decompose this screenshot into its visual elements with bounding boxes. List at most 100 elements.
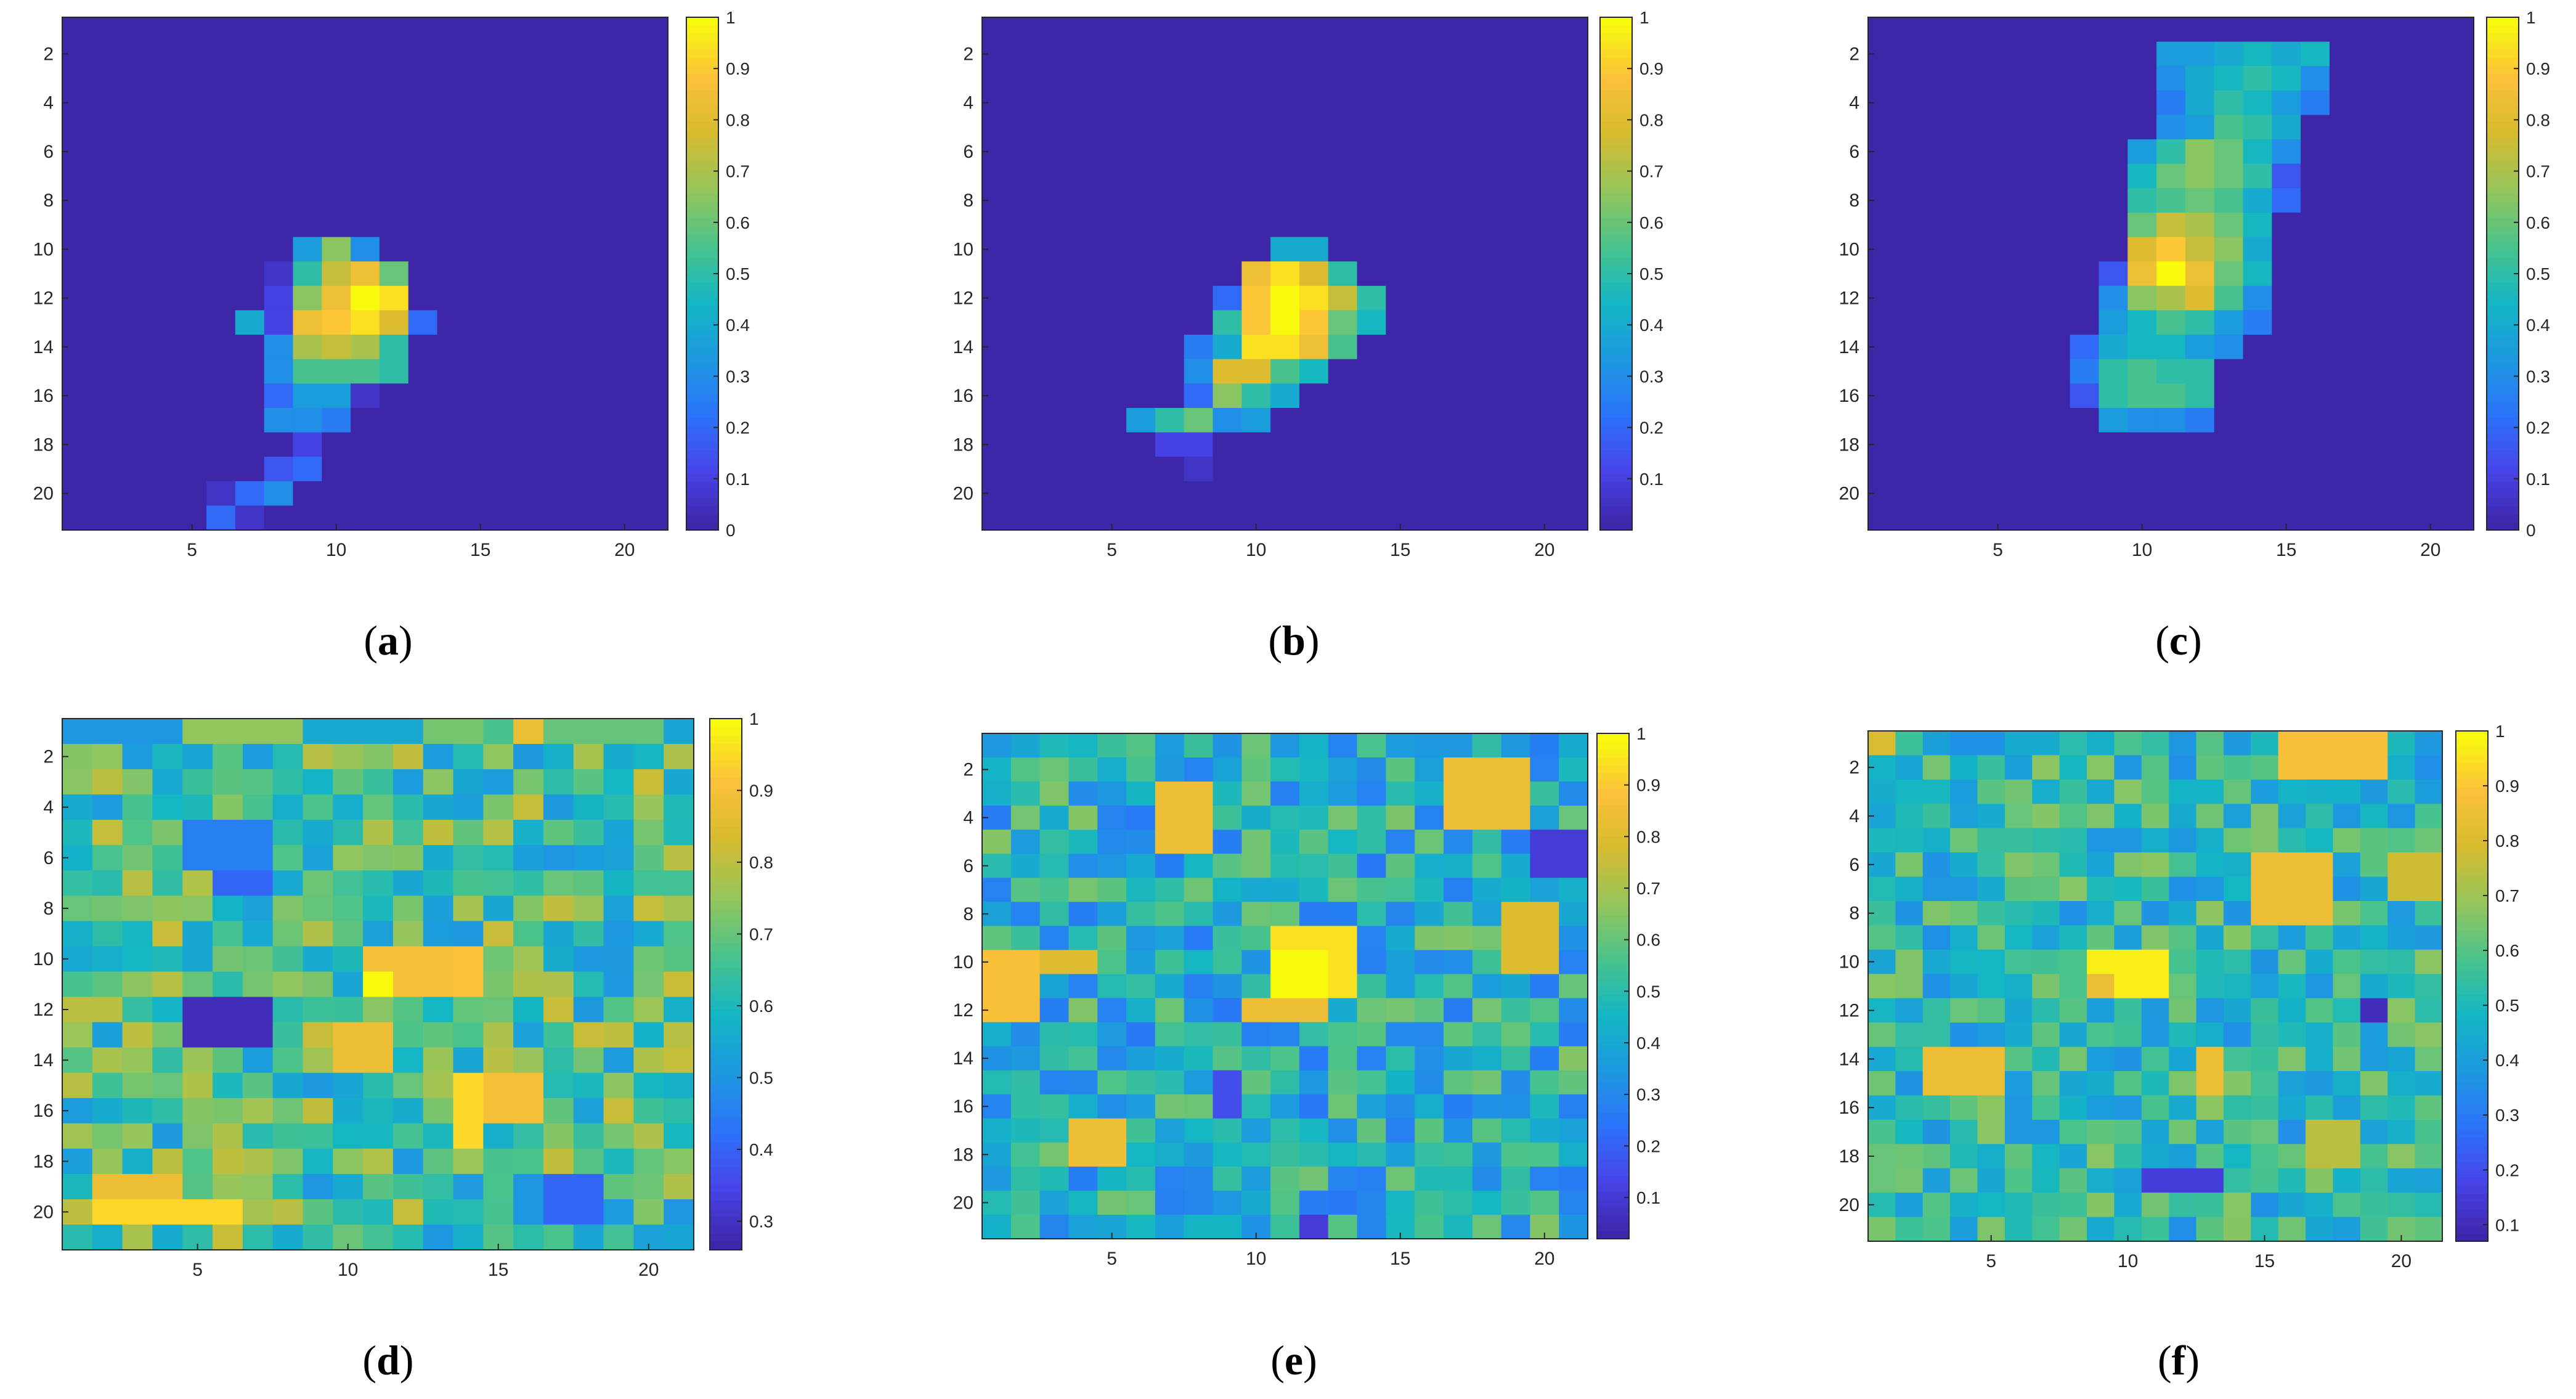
colorbar-segment xyxy=(2456,850,2488,859)
heatmap-cell xyxy=(1299,950,1329,975)
heatmap-cell xyxy=(293,335,322,360)
heatmap-cell xyxy=(1896,335,1927,360)
heatmap-cell xyxy=(2156,407,2186,433)
heatmap-cell xyxy=(603,1199,634,1225)
heatmap-cell xyxy=(982,212,1012,238)
heatmap-cell xyxy=(1097,41,1127,67)
heatmap-cell xyxy=(1213,1190,1242,1215)
heatmap-cell xyxy=(242,769,274,795)
heatmap-cell xyxy=(1357,806,1386,830)
heatmap-cell xyxy=(483,719,514,744)
heatmap-cell xyxy=(379,115,409,140)
heatmap-cell xyxy=(333,820,364,846)
heatmap-cell xyxy=(1270,733,1300,758)
colorbar-segment xyxy=(2456,826,2488,835)
heatmap-cell xyxy=(2070,188,2100,213)
heatmap-cell xyxy=(264,310,294,335)
heatmap-cell xyxy=(1039,383,1070,409)
heatmap-cell xyxy=(1126,481,1156,506)
heatmap-cell xyxy=(2301,188,2330,213)
heatmap-cell xyxy=(2156,285,2186,311)
axes-frame xyxy=(62,718,694,1250)
heatmap-cell xyxy=(1357,285,1386,311)
heatmap-cell xyxy=(603,820,634,846)
heatmap-cell xyxy=(2333,828,2361,853)
heatmap-cell xyxy=(1299,830,1329,854)
heatmap-cell xyxy=(2251,901,2279,926)
heatmap-cell xyxy=(2445,41,2474,67)
heatmap-cell xyxy=(1415,90,1444,116)
colorbar-segment xyxy=(1597,1104,1629,1113)
heatmap-cell xyxy=(1950,755,1978,780)
heatmap-cell xyxy=(1443,781,1473,806)
heatmap-cell xyxy=(1213,432,1242,457)
colorbar-segment xyxy=(686,97,718,106)
heatmap-cell xyxy=(466,261,495,287)
colorbar-segment xyxy=(1597,780,1629,789)
heatmap-cell xyxy=(1155,974,1185,999)
heatmap-cell xyxy=(1357,310,1386,335)
colorbar-tick-label: 0.1 xyxy=(726,470,750,489)
heatmap-cell xyxy=(2243,41,2272,67)
heatmap-cell xyxy=(235,383,265,409)
colorbar-segment xyxy=(686,322,718,330)
heatmap-cell xyxy=(2243,335,2272,360)
y-tick-label: 6 xyxy=(1849,142,1859,162)
heatmap-cell xyxy=(581,335,611,360)
heatmap-cell xyxy=(62,870,93,896)
heatmap-cell xyxy=(1472,457,1502,482)
heatmap-cell xyxy=(603,769,634,795)
heatmap-cell xyxy=(1922,901,1951,926)
heatmap-cell xyxy=(1501,1022,1530,1047)
heatmap-cell xyxy=(1270,41,1300,67)
heatmap-cell xyxy=(1868,974,1896,999)
heatmap-cell xyxy=(1097,359,1127,384)
heatmap-cell xyxy=(437,432,466,457)
heatmap-cell xyxy=(543,1098,574,1124)
heatmap-cell xyxy=(552,139,582,165)
heatmap-cell xyxy=(2185,481,2215,506)
heatmap-cell xyxy=(148,261,178,287)
colorbar-tick-label: 1 xyxy=(1636,724,1646,743)
heatmap-cell xyxy=(1559,1070,1588,1095)
heatmap-cell xyxy=(322,432,351,457)
heatmap-cell xyxy=(1328,1118,1358,1143)
heatmap-cell xyxy=(982,66,1012,91)
heatmap-cell xyxy=(2306,1046,2334,1072)
heatmap-cell xyxy=(483,1047,514,1074)
heatmap-cell xyxy=(2329,335,2359,360)
heatmap-cell xyxy=(573,1199,604,1225)
heatmap-cell xyxy=(1472,285,1502,311)
heatmap-cell xyxy=(483,794,514,820)
heatmap-cell xyxy=(152,1173,183,1200)
heatmap-cell xyxy=(523,457,553,482)
heatmap-cell xyxy=(1299,1118,1329,1143)
heatmap-cell xyxy=(1472,1094,1502,1119)
heatmap-cell xyxy=(495,41,524,67)
heatmap-cell xyxy=(2272,335,2301,360)
heatmap-cell xyxy=(1954,188,1984,213)
colorbar-tick-label: 0.4 xyxy=(726,316,750,335)
heatmap-cell xyxy=(2059,1071,2087,1096)
heatmap-cell xyxy=(1472,1166,1502,1191)
heatmap-cell xyxy=(1039,505,1070,531)
heatmap-cell xyxy=(2059,755,2087,780)
y-tick-label: 20 xyxy=(1839,1195,1859,1215)
colorbar-segment xyxy=(1600,418,1632,426)
heatmap-cell xyxy=(639,115,668,140)
colorbar-tick-label: 0.8 xyxy=(1636,827,1660,846)
heatmap-cell xyxy=(1126,407,1156,433)
colorbar-segment xyxy=(710,959,742,968)
heatmap-cell xyxy=(1443,41,1473,67)
heatmap-cell xyxy=(2278,1193,2306,1218)
heatmap-cell xyxy=(2333,901,2361,926)
heatmap-cell xyxy=(1328,1166,1358,1191)
heatmap-cell xyxy=(1010,902,1041,926)
heatmap-cell xyxy=(610,481,640,506)
heatmap-cell xyxy=(264,285,294,311)
heatmap-cell xyxy=(552,17,582,43)
heatmap-cell xyxy=(1155,139,1185,165)
heatmap-cell xyxy=(513,921,544,947)
colorbar-segment xyxy=(686,506,718,515)
heatmap-cell xyxy=(2156,139,2186,165)
